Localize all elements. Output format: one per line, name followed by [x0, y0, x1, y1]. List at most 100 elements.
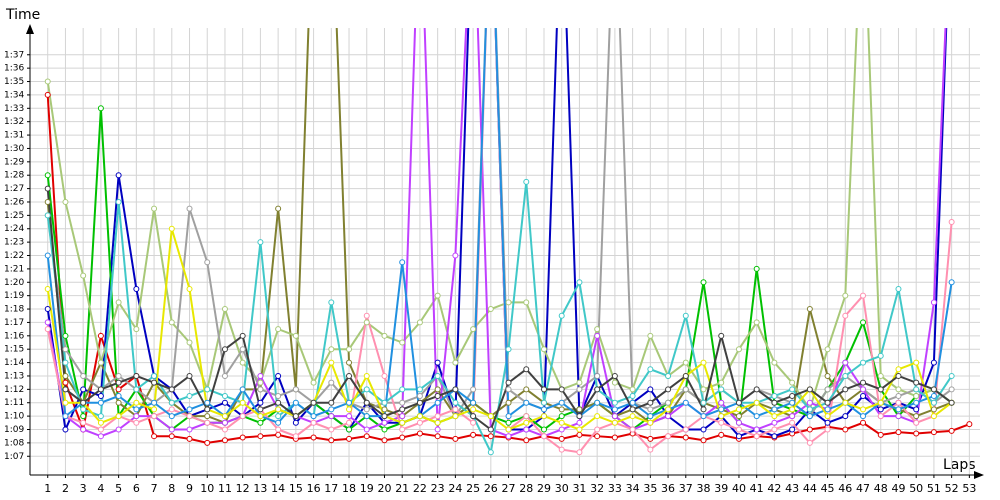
data-point — [416, 319, 423, 326]
data-point — [151, 379, 158, 386]
x-tick-label: 48 — [874, 482, 888, 495]
data-point — [860, 292, 867, 299]
y-axis-arrow — [26, 24, 34, 34]
data-point — [399, 419, 406, 426]
data-point — [204, 259, 211, 266]
x-tick-label: 26 — [484, 482, 498, 495]
data-point — [948, 399, 955, 406]
data-point — [310, 419, 317, 426]
data-point — [399, 386, 406, 393]
series-line — [46, 28, 952, 425]
data-point — [168, 433, 175, 440]
y-axis-title: Time — [5, 7, 40, 23]
data-point — [44, 198, 51, 205]
x-tick-label: 52 — [945, 482, 959, 495]
data-point — [682, 386, 689, 393]
data-point — [168, 225, 175, 232]
data-point — [877, 386, 884, 393]
data-point — [275, 393, 282, 400]
x-tick-label: 8 — [168, 482, 175, 495]
x-tick-label: 11 — [218, 482, 232, 495]
data-point — [97, 413, 104, 420]
x-tick-label: 39 — [714, 482, 728, 495]
data-point — [930, 399, 937, 406]
data-point — [611, 434, 618, 441]
data-point — [930, 299, 937, 306]
data-point — [416, 393, 423, 400]
data-point — [806, 426, 813, 433]
data-point — [186, 426, 193, 433]
data-point — [115, 172, 122, 179]
data-point — [221, 399, 228, 406]
series-line — [46, 28, 953, 424]
data-point — [753, 399, 760, 406]
data-point — [842, 292, 849, 299]
data-point — [310, 399, 317, 406]
data-point — [221, 437, 228, 444]
data-point — [452, 406, 459, 413]
data-point — [257, 433, 264, 440]
data-point — [470, 431, 477, 438]
data-point — [682, 372, 689, 379]
data-point — [133, 419, 140, 426]
data-point — [682, 359, 689, 366]
data-point — [133, 326, 140, 333]
data-point — [470, 326, 477, 333]
data-point — [895, 393, 902, 400]
x-tick-label: 12 — [236, 482, 250, 495]
x-tick-label: 51 — [927, 482, 941, 495]
data-point — [487, 413, 494, 420]
data-point — [700, 399, 707, 406]
data-point — [97, 426, 104, 433]
data-point — [346, 435, 353, 442]
data-point — [789, 419, 796, 426]
data-point — [186, 393, 193, 400]
data-point — [576, 379, 583, 386]
data-point — [789, 406, 796, 413]
data-point — [62, 198, 69, 205]
data-point — [275, 431, 282, 438]
data-point — [842, 399, 849, 406]
data-point — [611, 406, 618, 413]
data-point — [80, 399, 87, 406]
data-point — [806, 399, 813, 406]
data-point — [452, 252, 459, 259]
data-point — [576, 426, 583, 433]
data-point — [399, 434, 406, 441]
y-tick-label: 1:20 — [4, 278, 24, 288]
data-point — [930, 406, 937, 413]
data-point — [452, 413, 459, 420]
data-point — [346, 419, 353, 426]
data-point — [735, 346, 742, 353]
data-point — [789, 413, 796, 420]
data-point — [523, 413, 530, 420]
y-tick-label: 1:07 — [4, 452, 24, 462]
data-point — [151, 205, 158, 212]
data-point — [860, 419, 867, 426]
data-point — [204, 413, 211, 420]
data-point — [558, 386, 565, 393]
data-point — [292, 332, 299, 339]
data-point — [416, 399, 423, 406]
data-point — [80, 426, 87, 433]
data-point — [913, 386, 920, 393]
data-point — [257, 379, 264, 386]
data-point — [452, 435, 459, 442]
data-point — [700, 359, 707, 366]
data-point — [115, 393, 122, 400]
data-point — [363, 413, 370, 420]
data-point — [735, 419, 742, 426]
data-point — [487, 306, 494, 313]
data-point — [665, 399, 672, 406]
x-tick-label: 13 — [253, 482, 267, 495]
data-point — [62, 399, 69, 406]
x-tick-label: 36 — [661, 482, 675, 495]
data-point — [257, 239, 264, 246]
data-point — [363, 426, 370, 433]
data-point — [771, 399, 778, 406]
data-point — [895, 429, 902, 436]
data-point — [594, 426, 601, 433]
data-point — [665, 433, 672, 440]
data-point — [470, 399, 477, 406]
data-point — [186, 372, 193, 379]
